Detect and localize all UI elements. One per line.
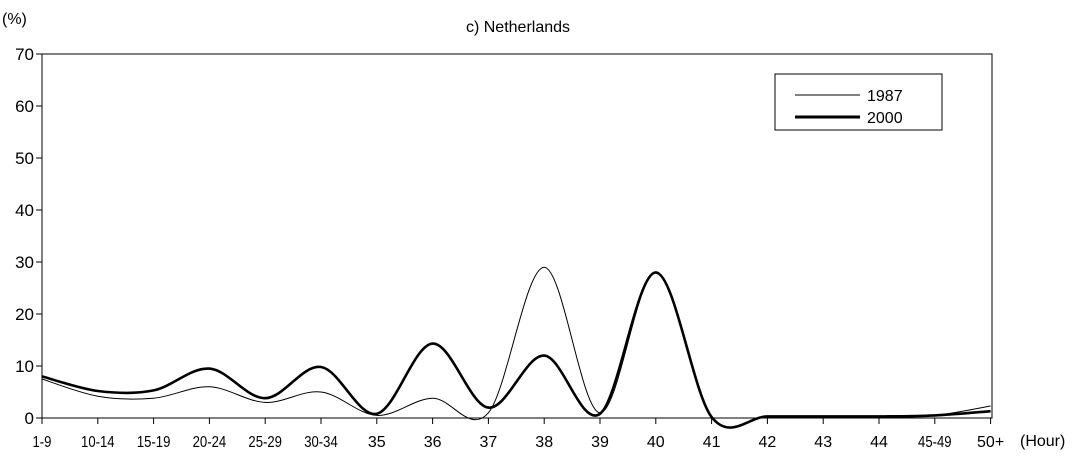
y-axis: 0 10 20 30 40 50 60 70	[15, 45, 42, 428]
x-tick-label: 50+	[977, 434, 1004, 451]
legend-label-1987: 1987	[867, 88, 903, 105]
x-tick-label: 1-9	[33, 434, 52, 451]
legend-box	[774, 73, 943, 131]
y-tick-label: 70	[15, 45, 34, 64]
y-tick-label: 40	[15, 201, 34, 220]
y-tick-label: 60	[15, 97, 34, 116]
x-tick-label: 44	[870, 434, 888, 451]
x-axis-label: (Hour)	[1020, 433, 1065, 450]
x-tick-label: 10-14	[81, 434, 115, 451]
legend-label-2000: 2000	[867, 110, 903, 127]
x-tick-label: 25-29	[248, 434, 282, 451]
x-tick-label: 41	[703, 434, 721, 451]
y-tick-label: 0	[25, 409, 34, 428]
x-tick-label: 37	[480, 434, 498, 451]
y-tick-label: 30	[15, 253, 34, 272]
x-tick-label: 39	[591, 434, 609, 451]
x-tick-label: 35	[368, 434, 386, 451]
x-tick-label: 38	[535, 434, 553, 451]
chart-title: c) Netherlands	[466, 19, 570, 36]
x-tick-label: 20-24	[193, 434, 227, 451]
y-tick-label: 50	[15, 149, 34, 168]
x-tick-label: 45-49	[918, 434, 952, 451]
x-tick-label: 30-34	[304, 434, 338, 451]
x-tick-label: 42	[759, 434, 777, 451]
series-line-2000	[41, 271, 991, 429]
plot-area-frame	[41, 53, 993, 419]
series-lines	[41, 266, 991, 429]
y-tick-label: 10	[15, 357, 34, 376]
y-axis-label: (%)	[2, 11, 27, 28]
y-tick-label: 20	[15, 305, 34, 324]
x-tick-label: 36	[424, 434, 442, 451]
x-tick-label: 43	[814, 434, 832, 451]
legend: 1987 2000	[774, 73, 943, 131]
x-tick-label: 40	[647, 434, 665, 451]
x-axis: 1-9 10-14 15-19 20-24 25-29 30-34 35 36 37 38 39 40…	[33, 418, 1004, 451]
x-tick-label: 15-19	[137, 434, 171, 451]
series-line-1987	[41, 266, 991, 429]
